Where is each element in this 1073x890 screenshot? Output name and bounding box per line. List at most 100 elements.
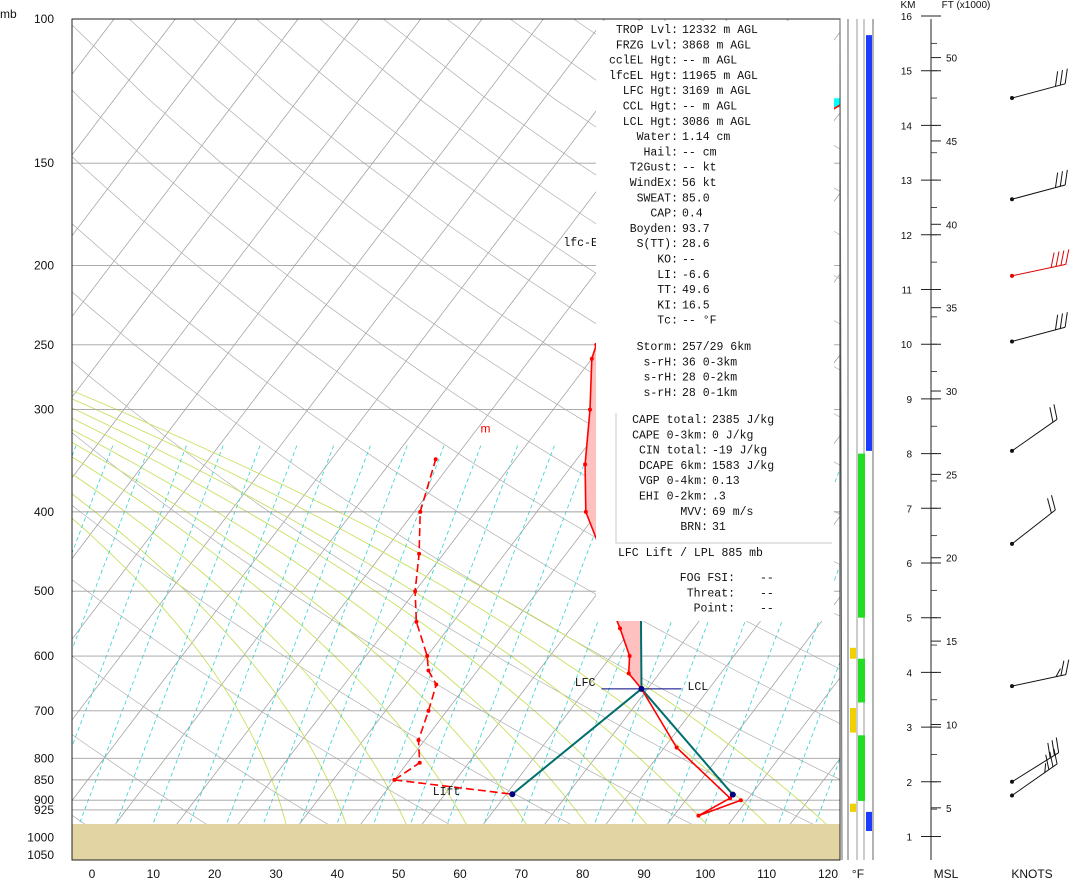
index-key: KO: <box>657 254 678 267</box>
stability-bar <box>850 803 856 812</box>
barb-flag <box>1055 251 1060 267</box>
mixing-ratio-line <box>177 443 335 856</box>
km-tick-label: 14 <box>901 121 913 132</box>
storm-value: 28 0-2km <box>682 372 737 385</box>
indices-panel: TROP Lvl: 12332 m AGL FRZG Lvl: 3868 m AGL c… <box>596 21 834 621</box>
cape-value: 69 m/s <box>712 506 753 519</box>
moist-adiabat <box>72 473 419 856</box>
moist-adiabat <box>72 398 797 856</box>
barb-flag <box>1047 742 1051 759</box>
fog-key: Point: <box>694 603 735 616</box>
index-key: T2Gust: <box>630 162 678 175</box>
barb-flag <box>1059 171 1063 187</box>
moist-adiabat <box>72 456 482 856</box>
index-value: -- °F <box>682 315 717 328</box>
dewpoint-point <box>434 682 439 687</box>
km-tick-label: 10 <box>901 340 913 351</box>
barb-shaft <box>1011 674 1066 687</box>
pressure-tick-label: 250 <box>34 338 54 352</box>
lift-dash-line <box>394 779 513 795</box>
barb-flag <box>1055 737 1060 753</box>
index-value: -- <box>682 254 696 267</box>
temperature-point <box>626 671 631 676</box>
dewpoint-point <box>425 654 430 659</box>
index-value: -6.6 <box>682 269 710 282</box>
index-key: Tc: <box>657 315 678 328</box>
ft-tick-label: 5 <box>946 804 952 815</box>
mixing-ratio-line <box>251 443 409 856</box>
pressure-tick-label: 800 <box>34 751 54 765</box>
km-tick-label: 8 <box>906 450 912 461</box>
ft-tick-label: 40 <box>946 220 958 231</box>
index-value: -- m AGL <box>682 101 737 114</box>
barb-flag <box>1064 169 1068 186</box>
ft-header: FT (x1000) <box>942 0 991 11</box>
km-tick-label: 9 <box>906 395 912 406</box>
fog-value: -- <box>760 587 774 600</box>
km-tick-label: 11 <box>902 286 913 297</box>
m-annotation: m <box>481 422 491 436</box>
moist-adiabat <box>72 417 671 856</box>
pressure-tick-label: 300 <box>34 403 54 417</box>
mixing-ratio-line <box>324 443 482 856</box>
pressure-tick-label: 850 <box>34 773 54 787</box>
stability-bar <box>858 453 865 618</box>
cape-key: CAPE 0-3km: <box>632 429 708 442</box>
temp-tick-label: 40 <box>331 867 345 881</box>
cape-value: 31 <box>712 521 726 534</box>
ft-tick-label: 30 <box>946 387 958 398</box>
index-value: 3868 m AGL <box>682 39 751 52</box>
barb-flag <box>1049 751 1054 767</box>
cape-value: .3 <box>712 491 726 504</box>
ft-tick-label: 45 <box>946 137 958 148</box>
storm-key: s-rH: <box>643 372 678 385</box>
barb-station <box>1010 96 1014 101</box>
dry-adiabat <box>72 734 257 856</box>
isotherm <box>643 596 840 856</box>
barb-flag <box>1050 495 1056 511</box>
ft-tick-label: 35 <box>946 304 958 315</box>
pressure-tick-label: 150 <box>34 156 54 170</box>
barb-flag <box>1059 313 1063 329</box>
barb-flag <box>1065 249 1070 265</box>
panel-headers: KM FT (x1000) <box>901 0 991 11</box>
isotherm <box>72 19 237 237</box>
panel-divider <box>839 18 843 861</box>
msl-label: MSL <box>934 867 959 881</box>
pressure-tick-label: 1000 <box>27 831 54 845</box>
cape-value: 1583 J/kg <box>712 460 774 473</box>
temperature-point <box>583 509 588 514</box>
pressure-tick-label: 100 <box>34 12 54 26</box>
km-tick-label: 2 <box>906 778 912 789</box>
mixing-ratio-line <box>287 443 446 856</box>
dry-adiabat <box>72 223 840 724</box>
stability-bar <box>850 707 856 733</box>
index-value: -- kt <box>682 162 717 175</box>
barb-flag <box>1044 763 1047 773</box>
isotherm <box>72 19 299 317</box>
temp-tick-label: 80 <box>576 867 590 881</box>
isotherm <box>705 677 840 856</box>
cape-key: BRN: <box>680 521 708 534</box>
index-key: FRZG Lvl: <box>616 39 678 52</box>
mixing-ratio-line <box>103 443 262 856</box>
barb-flag <box>1047 498 1052 514</box>
pressure-unit-label: mb <box>0 7 17 21</box>
km-header: KM <box>901 0 916 11</box>
barb-flag <box>1049 407 1054 423</box>
barb-shaft <box>1011 763 1058 796</box>
km-tick-label: 4 <box>906 668 912 679</box>
dry-adiabat <box>72 361 840 838</box>
mixing-ratio-line <box>471 443 630 856</box>
ft-tick-label: 15 <box>946 637 958 648</box>
index-key: KI: <box>657 299 678 312</box>
cape-value: 0 J/kg <box>712 429 753 442</box>
barb-station <box>1010 197 1014 202</box>
barb-flag <box>1053 748 1058 765</box>
dewpoint-point <box>413 589 418 594</box>
cape-key: MVV: <box>680 506 708 519</box>
barb-flag <box>1059 69 1063 86</box>
index-value: 11965 m AGL <box>682 70 758 83</box>
parcel-moist-line <box>511 688 643 795</box>
